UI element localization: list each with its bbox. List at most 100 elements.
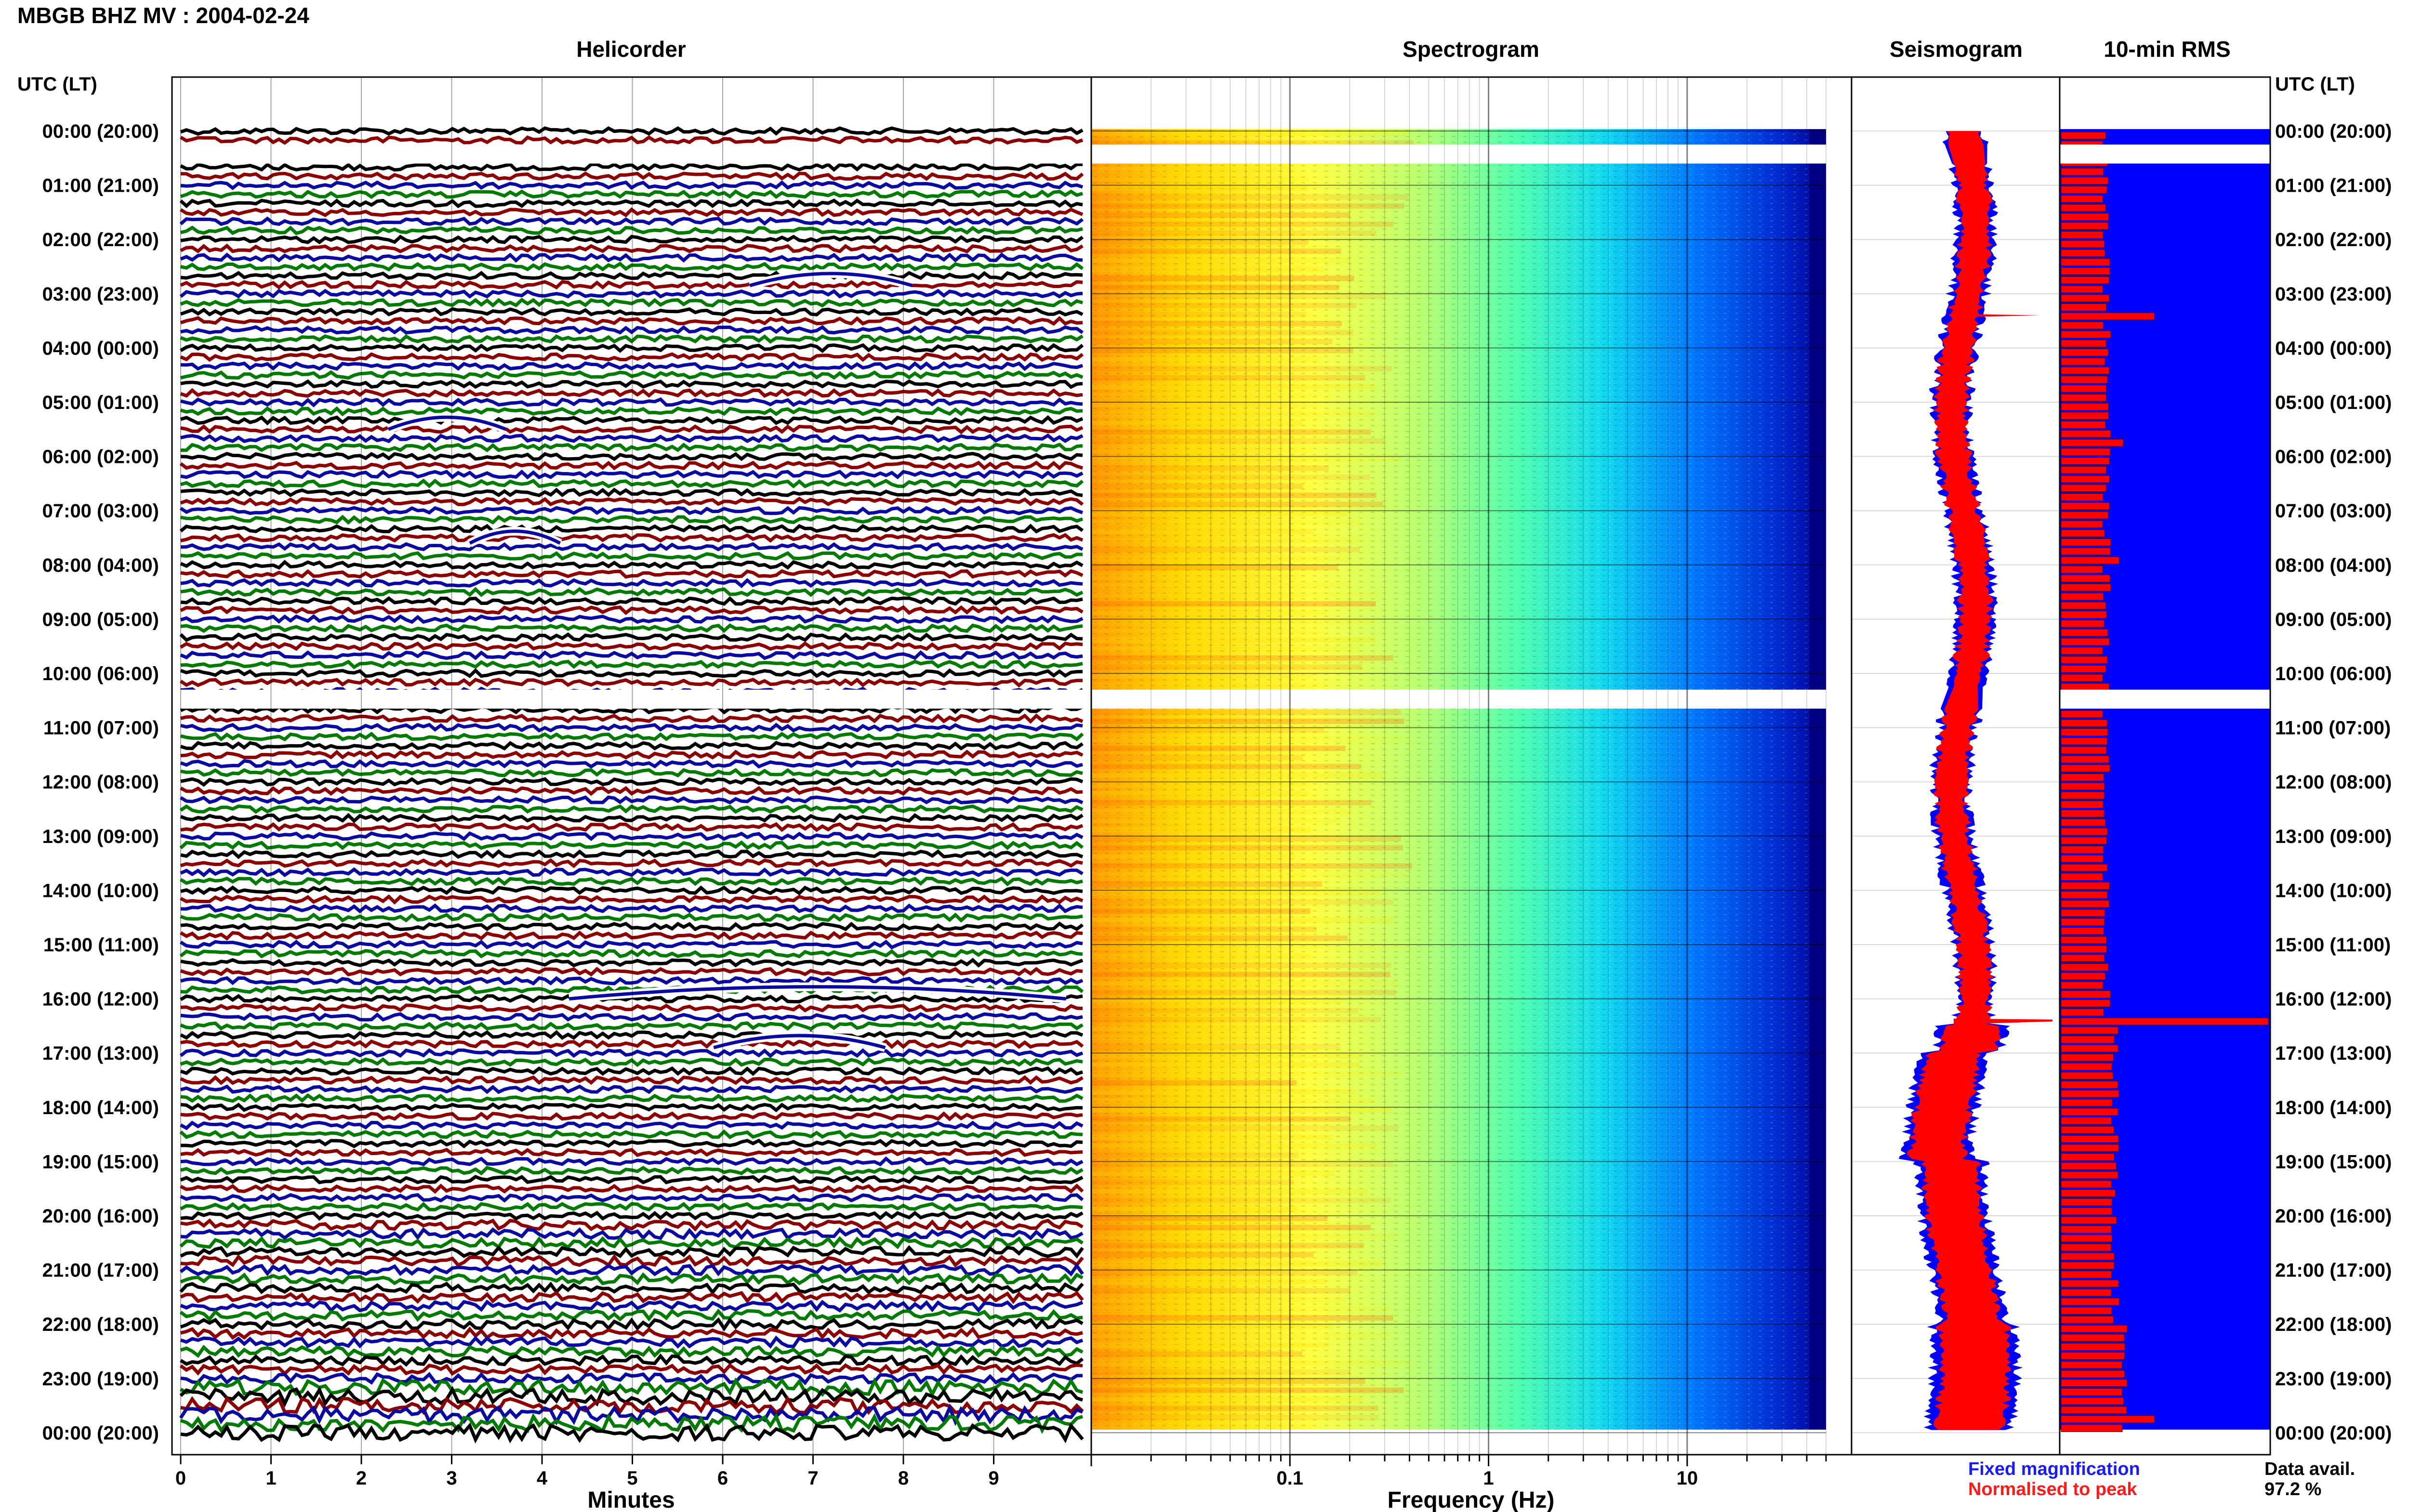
helicorder-trace <box>180 171 1084 181</box>
helicorder-trace <box>180 497 1084 507</box>
helicorder-trace <box>180 451 1083 461</box>
hour-label-right: 09:00 (05:00) <box>2275 609 2392 630</box>
rms-bar <box>2061 565 2103 574</box>
frequency-ticks: 0.1 1 10 <box>1090 1455 1827 1489</box>
rms-bars <box>2061 131 2269 1432</box>
helicorder-trace <box>180 650 1083 660</box>
utc-header-right: UTC (LT) <box>2275 74 2355 95</box>
spectrogram-band <box>1091 863 1412 869</box>
helicorder-trace <box>179 1236 1084 1249</box>
spectrogram-band <box>1091 908 1310 914</box>
rms-bar <box>2061 656 2108 664</box>
helicorder-trace <box>180 768 1083 778</box>
helicorder-trace <box>180 849 1084 859</box>
helicorder-trace <box>180 813 1084 823</box>
spectrogram-band <box>1091 293 1386 300</box>
hour-label-right: 21:00 (17:00) <box>2275 1260 2392 1281</box>
seismogram-grid <box>1852 131 2060 1433</box>
spectrogram-band <box>1091 809 1352 815</box>
spectrogram-band <box>1091 194 1409 200</box>
hour-label-left: 05:00 (01:00) <box>42 392 159 413</box>
rms-bar <box>2061 131 2106 140</box>
hour-label-right: 14:00 (10:00) <box>2275 880 2392 901</box>
minutes-axis-label: Minutes <box>587 1487 675 1512</box>
hour-label-left: 00:00 (20:00) <box>42 1422 159 1444</box>
helicorder-trace <box>180 1245 1084 1259</box>
rms-bar <box>2061 168 2104 176</box>
rms-bar <box>2061 556 2119 565</box>
spectrogram-band <box>1091 474 1370 480</box>
helicorder-trace <box>180 207 1084 218</box>
rms-bar <box>2061 267 2110 275</box>
helicorder-trace <box>180 903 1083 914</box>
hour-label-right: 03:00 (23:00) <box>2275 284 2392 305</box>
helicorder-trace <box>180 1372 1083 1386</box>
helicorder-trace <box>180 578 1083 588</box>
rms-bar <box>2061 755 2109 763</box>
rms-bar <box>2061 891 2108 899</box>
hour-label-left: 23:00 (19:00) <box>42 1368 159 1390</box>
spectrogram-band <box>1091 953 1311 960</box>
spectrogram-band <box>1091 1342 1330 1348</box>
rms-bar <box>2061 1108 2118 1116</box>
rms-bar <box>2061 1036 2115 1043</box>
spectrogram-band <box>1091 718 1404 724</box>
spectrogram-band <box>1091 1134 1334 1140</box>
spectrogram-band <box>1091 447 1313 453</box>
spectrogram-band <box>1091 989 1397 996</box>
spectrogram-band <box>1091 845 1403 851</box>
rms-bar <box>2061 1252 2115 1261</box>
helicorder-trace <box>180 1413 1084 1434</box>
spectrogram-band <box>1091 583 1351 589</box>
spectrogram-band <box>1091 556 1349 562</box>
spectrogram-band <box>1091 655 1393 661</box>
rms-bar <box>2061 882 2110 890</box>
rms-bar <box>2061 1135 2119 1143</box>
spectrogram-band <box>1091 1080 1297 1086</box>
rms-bar <box>2061 619 2105 628</box>
helicorder-trace <box>180 135 1084 145</box>
hour-label-left: 01:00 (21:00) <box>42 175 159 197</box>
spectrogram-band <box>1091 528 1315 534</box>
rms-bar <box>2061 1235 2112 1242</box>
rms-bar <box>2061 1315 2114 1324</box>
helicorder-trace <box>180 885 1083 895</box>
spectrogram-band <box>1091 321 1342 327</box>
spectrogram-band <box>1091 890 1381 896</box>
helicorder-trace <box>180 587 1084 597</box>
rms-bar <box>2061 801 2104 808</box>
rms-bar <box>2061 683 2110 691</box>
rms-bar <box>2061 177 2109 185</box>
rms-bar <box>2061 376 2108 383</box>
helicorder-trace <box>180 1218 1084 1232</box>
helicorder-trace <box>180 1202 1083 1212</box>
spectrogram-band <box>1091 1116 1351 1122</box>
helicorder-trace <box>180 1030 1084 1040</box>
helicorder-trace <box>180 1021 1084 1031</box>
helicorder-trace <box>180 749 1084 760</box>
helicorder-trace <box>180 1210 1084 1221</box>
spectrogram-band <box>1091 511 1349 516</box>
rms-bar <box>2061 330 2111 339</box>
helicorder-trace <box>180 1120 1084 1131</box>
rms-bar <box>2061 782 2105 790</box>
spectrogram-band <box>1091 1252 1314 1258</box>
spectrogram-band <box>1091 1089 1357 1095</box>
helicorder-trace <box>179 1386 1084 1407</box>
spectrogram-band <box>1091 646 1359 652</box>
spectrogram-band <box>1091 456 1402 462</box>
rms-bar <box>2061 846 2104 854</box>
helicorder-trace <box>180 271 1083 280</box>
rms-bar <box>2061 963 2109 971</box>
helicorder-trace <box>180 713 1084 724</box>
rms-bar <box>2061 439 2124 447</box>
helicorder-trace <box>180 659 1083 670</box>
rms-bar <box>2061 909 2105 917</box>
spectrogram-band <box>1091 1152 1299 1158</box>
helicorder-trace <box>179 1403 1084 1426</box>
helicorder-trace <box>180 759 1083 769</box>
legend-fixed-magnification: Fixed magnification <box>1968 1459 2140 1479</box>
rms-bar <box>2061 249 2105 257</box>
helicorder-trace <box>180 397 1083 408</box>
spectrogram-band <box>1091 375 1366 381</box>
